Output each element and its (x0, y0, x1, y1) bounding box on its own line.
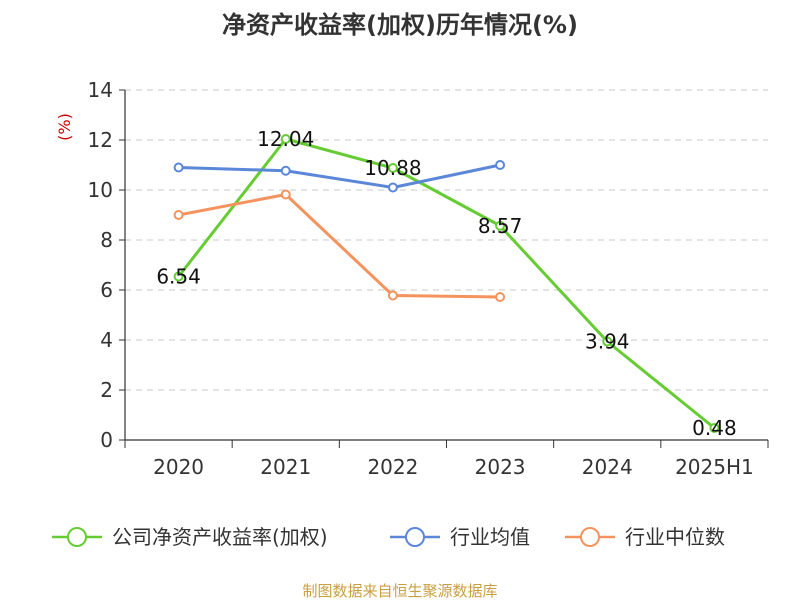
y-tick-label: 0 (100, 428, 113, 452)
series-0-point-1 (280, 134, 291, 144)
legend-label-0: 公司净资产收益率(加权) (112, 525, 328, 549)
y-tick-label: 6 (100, 278, 113, 302)
series-1-point-0 (173, 162, 184, 173)
data-label: 0.48 (692, 416, 737, 440)
y-tick-label: 2 (100, 378, 113, 402)
data-label: 6.54 (156, 265, 201, 289)
y-tick-label: 8 (100, 228, 113, 252)
series-0-point-0 (173, 271, 184, 282)
x-tick-label: 2024 (582, 455, 633, 479)
y-tick-label: 10 (88, 178, 113, 202)
series-line-1 (178, 163, 501, 189)
series-1-point-2 (387, 182, 398, 193)
legend-marker-0 (67, 527, 87, 547)
series-line-0 (177, 137, 716, 430)
series-0-point-2 (387, 163, 398, 173)
legend-marker-2 (580, 527, 600, 547)
data-label: 12.04 (257, 127, 314, 151)
axes (119, 89, 769, 448)
x-tick-label: 2020 (153, 455, 204, 479)
series-lines (173, 134, 720, 433)
series-2-point-0 (173, 210, 184, 220)
series-2-point-3 (495, 292, 506, 302)
data-label: 8.57 (478, 214, 523, 238)
series-2-point-1 (280, 189, 291, 200)
x-tick-label: 2025H1 (675, 455, 754, 479)
legend-marker-1 (405, 527, 425, 547)
series-0-point-4 (602, 336, 613, 347)
data-label: 3.94 (585, 330, 630, 354)
x-tick-label: 2023 (475, 455, 526, 479)
series-0-point-3 (495, 220, 506, 231)
x-tick-label: 2021 (260, 455, 311, 479)
data-label: 10.88 (364, 156, 421, 180)
legend: 公司净资产收益率(加权) 行业均值 行业中位数 (52, 525, 725, 549)
series-line-2 (178, 193, 501, 299)
source-note: 制图数据来自恒生聚源数据库 (302, 582, 497, 600)
data-labels: 6.54 12.04 10.88 8.57 3.94 0.48 (156, 127, 736, 440)
grid-lines (125, 89, 768, 391)
legend-label-2: 行业中位数 (625, 525, 725, 549)
series-1-point-1 (280, 165, 291, 176)
series-0-point-5 (709, 423, 720, 433)
series-2-point-2 (387, 290, 398, 301)
y-tick-label: 14 (88, 78, 113, 102)
y-tick-label: 4 (100, 328, 113, 352)
series-1-point-3 (495, 160, 506, 170)
y-tick-label: 12 (88, 128, 113, 152)
tick-labels: 0 2 4 6 8 10 12 14 2020 2021 2022 2023 2024 2025H1 (88, 78, 754, 479)
x-tick-label: 2022 (367, 455, 418, 479)
chart-title: 净资产收益率(加权)历年情况(%) (222, 11, 578, 39)
y-axis-unit: (%) (55, 113, 74, 141)
legend-label-1: 行业均值 (450, 525, 530, 549)
